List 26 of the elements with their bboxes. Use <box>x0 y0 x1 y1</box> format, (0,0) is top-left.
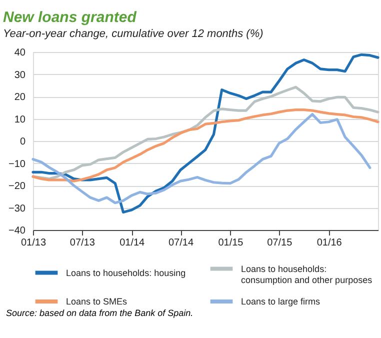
legend-label: Loans to SMEs <box>66 296 128 306</box>
line-series <box>32 113 372 204</box>
x-tick-label: 01/14 <box>120 238 146 248</box>
legend-label: Loans to households: consumption and other purposes <box>241 264 373 285</box>
x-tick-label: 07/15 <box>267 238 293 248</box>
x-tick-label: 01/13 <box>20 238 46 248</box>
chart-subtitle: Year-on-year change, cumulative over 12 months (%) <box>3 28 264 40</box>
y-tick-label: 0 <box>20 136 26 148</box>
source-note: Source: based on data from the Bank of Spain. <box>6 308 194 319</box>
y-tick-label: −30 <box>8 203 26 214</box>
line-series <box>32 53 380 214</box>
x-tick-label: 01/16 <box>316 238 342 248</box>
chart-title: New loans granted <box>3 9 138 26</box>
y-tick-label: 10 <box>14 114 26 126</box>
y-tick-label: 30 <box>14 70 26 81</box>
line-series <box>32 108 380 182</box>
y-tick-label: 40 <box>14 48 26 58</box>
y-tick-label: −40 <box>8 226 26 236</box>
x-tick-label: 01/15 <box>218 238 244 248</box>
legend-label: Loans to households: housing <box>66 268 186 278</box>
y-tick-label: −10 <box>8 158 26 170</box>
legend-label: Loans to large firms <box>241 296 321 306</box>
x-tick-label: 07/14 <box>168 238 194 248</box>
x-tick-label: 07/13 <box>70 238 96 248</box>
y-tick-label: −20 <box>8 181 26 192</box>
y-tick-label: 20 <box>14 92 26 103</box>
